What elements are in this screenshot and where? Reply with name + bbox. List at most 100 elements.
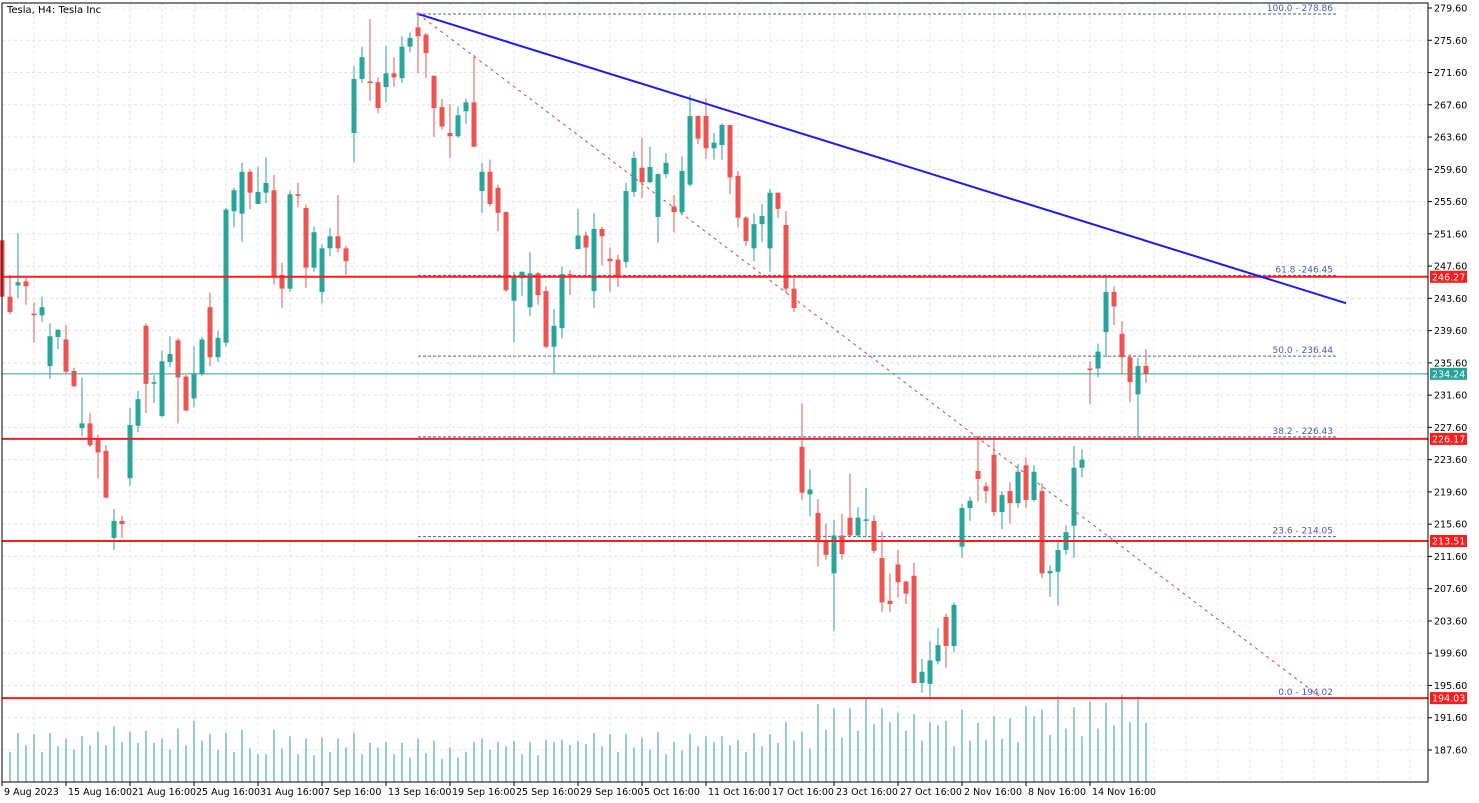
candle: [15, 233, 21, 299]
fibonacci-level-label: 100.0 - 278.86: [1267, 4, 1333, 14]
trendline-segment[interactable]: [417, 13, 1347, 305]
candle: [407, 32, 413, 53]
price-axis[interactable]: 279.60 275.60 271.60 267.60 263.60 259.60 255.…: [1428, 4, 1467, 757]
candle-body: [207, 307, 213, 358]
candle-body: [559, 274, 565, 329]
time-tick-label: 13 Sep 16:00: [388, 787, 451, 798]
candle-body: [735, 175, 741, 218]
candle-body: [919, 671, 925, 684]
candle: [263, 157, 269, 204]
candle: [711, 133, 717, 160]
horizontal-levels[interactable]: [2, 275, 1428, 700]
price-tick-label: 187.60: [1434, 745, 1467, 756]
candle: [335, 195, 341, 253]
candle-body: [415, 27, 421, 37]
candle: [919, 658, 925, 693]
candle-body: [695, 116, 701, 139]
candle: [903, 581, 909, 605]
candle-body: [647, 166, 653, 183]
candle-body: [359, 57, 365, 79]
candle-body: [743, 217, 749, 242]
candle-body: [295, 194, 301, 196]
candle-body: [1127, 357, 1133, 383]
candle: [279, 262, 285, 309]
candle-body: [399, 46, 405, 79]
candle-body: [1087, 368, 1093, 371]
candle-body: [327, 236, 333, 249]
candle: [1015, 463, 1021, 509]
candle: [527, 252, 533, 317]
candle: [127, 408, 133, 487]
candle: [327, 228, 333, 257]
candle: [831, 520, 837, 632]
candle: [79, 377, 85, 437]
candle: [95, 434, 101, 479]
candle: [1103, 274, 1109, 358]
candle-body: [1135, 366, 1141, 395]
candle-body: [655, 174, 661, 217]
candle-body: [863, 519, 869, 521]
candle: [935, 628, 941, 665]
price-tick-label: 263.60: [1434, 133, 1467, 144]
candle: [31, 302, 37, 343]
candle-body: [423, 34, 429, 54]
time-axis[interactable]: 9 Aug 2023 15 Aug 16:00 21 Aug 16:00 25 Aug…: [1, 782, 1156, 798]
time-tick-label: 9 Aug 2023: [4, 787, 59, 798]
time-tick-label: 5 Oct 16:00: [644, 787, 700, 798]
candle: [943, 613, 949, 668]
candle: [543, 286, 549, 349]
level-price-tag-label: 246.27: [1432, 272, 1465, 283]
candle: [359, 46, 365, 84]
candle: [191, 345, 197, 408]
price-tick-label: 235.60: [1434, 358, 1467, 369]
candle-body: [703, 116, 709, 149]
candle: [599, 226, 605, 266]
fibonacci-retracement[interactable]: 100.0 - 278.86 61.8 -246.45 50.0 - 236.44 3…: [417, 4, 1338, 699]
fibonacci-level-label: 38.2 - 226.43: [1273, 427, 1334, 437]
candle: [647, 146, 653, 184]
candle: [1055, 541, 1061, 606]
candle: [887, 573, 893, 613]
candle: [255, 166, 261, 204]
candle: [207, 292, 213, 367]
candle: [519, 271, 525, 296]
candle-body: [455, 115, 461, 137]
trendline[interactable]: [416, 12, 1347, 305]
price-tags: 234.24 246.27 226.17 213.51 194.03: [1430, 270, 1467, 705]
candle-body: [927, 660, 933, 684]
candle: [839, 513, 845, 560]
candle: [799, 403, 805, 500]
candle-body: [1047, 570, 1053, 574]
candle-body: [583, 235, 589, 248]
candle-body: [799, 446, 805, 493]
candle: [1007, 482, 1013, 524]
candle: [775, 192, 781, 218]
candle-body: [71, 370, 77, 387]
volume-bars: [9, 695, 1147, 782]
candle: [479, 162, 485, 213]
level-price-tag-label: 213.51: [1432, 537, 1465, 548]
candle: [311, 226, 317, 272]
candle: [391, 57, 397, 88]
candle-body: [591, 228, 597, 292]
candle: [415, 13, 421, 74]
candle-body: [63, 339, 69, 372]
candle-body: [1103, 291, 1109, 333]
candle-body: [287, 194, 293, 289]
candle-body: [871, 520, 877, 551]
trendline-anchor-point[interactable]: [416, 12, 420, 16]
candle-body: [511, 276, 517, 301]
candle-body: [47, 336, 53, 367]
candle: [911, 562, 917, 684]
candle-body: [551, 325, 557, 347]
price-tick-label: 203.60: [1434, 616, 1467, 627]
candle-body: [1023, 465, 1029, 500]
candle: [991, 440, 997, 517]
candle-body: [607, 258, 613, 262]
candle: [215, 330, 221, 363]
candle-body: [167, 353, 173, 363]
candle-body: [967, 500, 973, 509]
candle: [7, 274, 13, 315]
price-tick-label: 271.60: [1434, 68, 1467, 79]
